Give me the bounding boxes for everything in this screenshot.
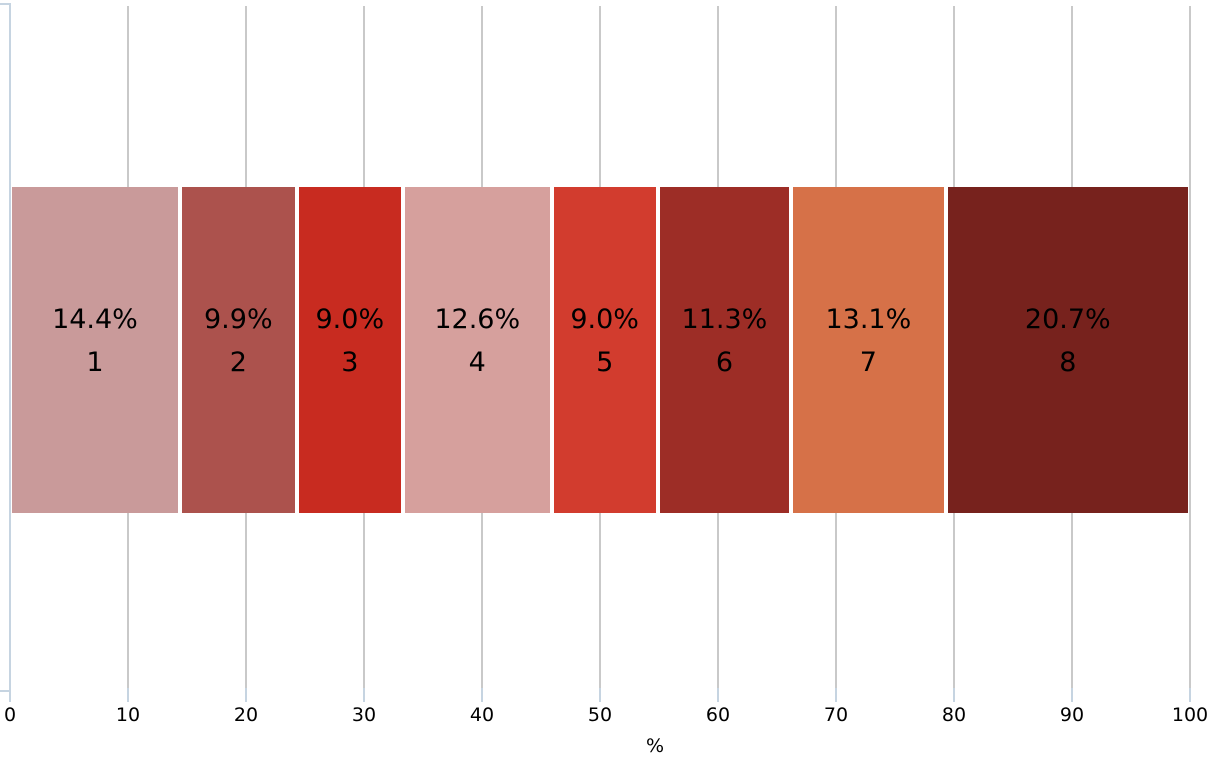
bar-segment-label: 1 xyxy=(86,347,104,378)
x-axis-tick-label: 0 xyxy=(3,704,17,726)
x-axis-tick-label: 60 xyxy=(705,704,731,726)
x-axis-tick-label: 40 xyxy=(469,704,495,726)
x-axis-tick xyxy=(1189,688,1191,702)
bar-segment-label: 3 xyxy=(341,347,359,378)
bar-segment-label: 5 xyxy=(596,347,614,378)
bar-segment-percent: 13.1% xyxy=(825,304,912,335)
stacked-bar: 14.4% 1 9.9% 2 9.0% 3 12.6% 4 9.0% 5 11.3% 6 13.1% 7 2… xyxy=(10,187,1190,513)
bar-segment-5[interactable]: 9.0% 5 xyxy=(553,187,656,513)
bar-segment-percent: 14.4% xyxy=(52,304,138,335)
bar-segment-6[interactable]: 11.3% 6 xyxy=(659,187,790,513)
bar-segment-text: 12.6% 4 xyxy=(434,298,520,384)
x-axis-tick xyxy=(835,688,837,702)
bar-segment-text: 9.0% 3 xyxy=(316,298,385,384)
bar-segment-label: 2 xyxy=(229,347,247,378)
bar-segment-4[interactable]: 12.6% 4 xyxy=(404,187,550,513)
y-axis-bottom-tick xyxy=(0,690,11,692)
x-axis-tick-label: 100 xyxy=(1171,704,1209,726)
bar-segment-text: 20.7% 8 xyxy=(1025,298,1111,384)
x-axis-tick xyxy=(717,688,719,702)
bar-segment-text: 13.1% 7 xyxy=(825,298,911,384)
bar-segment-text: 9.0% 5 xyxy=(570,298,639,384)
bar-segment-label: 6 xyxy=(715,347,734,378)
y-axis-top-tick xyxy=(0,3,11,5)
bar-segment-3[interactable]: 9.0% 3 xyxy=(298,187,401,513)
x-axis-tick-label: 70 xyxy=(823,704,849,726)
x-axis-tick xyxy=(953,688,955,702)
x-axis-tick-label: 50 xyxy=(587,704,613,726)
bar-segment-text: 9.9% 2 xyxy=(204,298,273,384)
bar-segment-text: 11.3% 6 xyxy=(682,298,768,384)
bar-segment-percent: 9.0% xyxy=(570,304,639,335)
x-axis-tick-label: 80 xyxy=(941,704,967,726)
bar-segment-text: 14.4% 1 xyxy=(52,298,138,384)
bar-segment-percent: 9.0% xyxy=(315,304,385,335)
bar-segment-label: 7 xyxy=(859,347,877,378)
x-axis-tick xyxy=(1071,688,1073,702)
y-axis-line xyxy=(9,3,11,702)
x-axis-tick xyxy=(363,688,365,702)
bar-segment-1[interactable]: 14.4% 1 xyxy=(12,187,178,513)
x-axis-tick-label: 30 xyxy=(351,704,377,726)
bar-segment-percent: 9.9% xyxy=(204,304,273,335)
x-axis-tick xyxy=(245,688,247,702)
x-axis-tick xyxy=(127,688,129,702)
x-axis-tick-label: 20 xyxy=(233,704,259,726)
x-axis-tick xyxy=(481,688,483,702)
x-axis-tick-label: 90 xyxy=(1059,704,1085,726)
x-axis-tick xyxy=(599,688,601,702)
bar-segment-2[interactable]: 9.9% 2 xyxy=(181,187,295,513)
bar-segment-7[interactable]: 13.1% 7 xyxy=(793,187,944,513)
bar-segment-percent: 20.7% xyxy=(1024,304,1111,335)
bar-segment-label: 8 xyxy=(1059,347,1077,378)
gridline xyxy=(1189,6,1191,688)
x-axis-tick-label: 10 xyxy=(115,704,141,726)
bar-segment-label: 4 xyxy=(468,347,486,378)
bar-segment-8[interactable]: 20.7% 8 xyxy=(947,187,1188,513)
x-axis-label: % xyxy=(645,735,665,757)
bar-segment-percent: 12.6% xyxy=(434,304,521,335)
bar-segment-percent: 11.3% xyxy=(681,304,768,335)
